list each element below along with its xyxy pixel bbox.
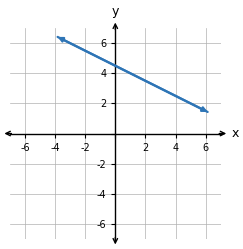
Text: y: y <box>112 4 119 18</box>
Text: x: x <box>231 127 239 140</box>
